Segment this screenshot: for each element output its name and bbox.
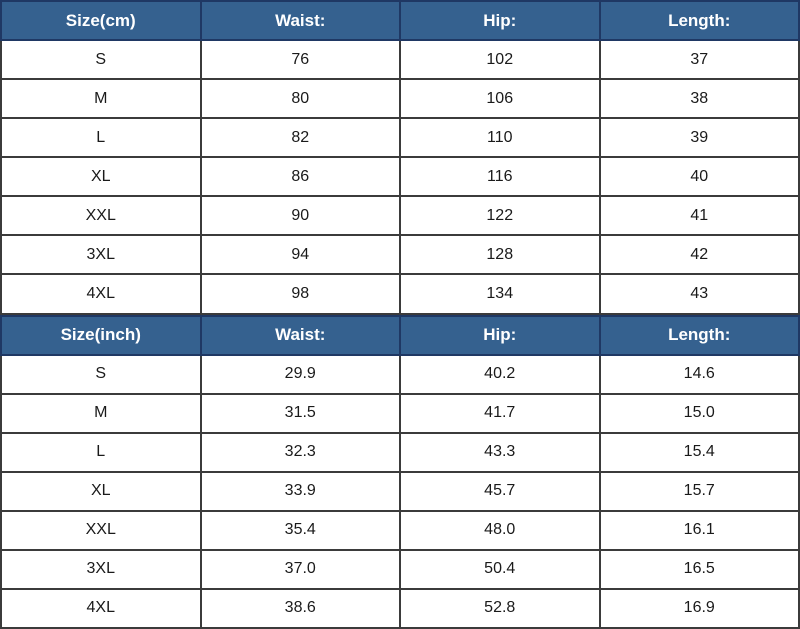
- table-row: S 76 102 37: [0, 39, 800, 81]
- size-label-cell: 3XL: [0, 548, 202, 590]
- value-cell: 43: [598, 273, 800, 315]
- header-cell: Length:: [598, 0, 800, 42]
- value-cell: 38.6: [199, 587, 401, 629]
- value-cell: 31.5: [199, 392, 401, 434]
- value-cell: 38: [598, 78, 800, 120]
- size-label-cell: M: [0, 78, 202, 120]
- value-cell: 16.9: [598, 587, 800, 629]
- table-row: 4XL 98 134 43: [0, 273, 800, 315]
- value-cell: 37.0: [199, 548, 401, 590]
- size-unit-header-cell: Size(inch): [0, 314, 202, 356]
- size-label-cell: 4XL: [0, 587, 202, 629]
- value-cell: 90: [199, 195, 401, 237]
- header-cell: Hip:: [399, 314, 601, 356]
- size-unit-header-cell: Size(cm): [0, 0, 202, 42]
- value-cell: 16.5: [598, 548, 800, 590]
- value-cell: 14.6: [598, 353, 800, 395]
- value-cell: 15.7: [598, 470, 800, 512]
- value-cell: 94: [199, 234, 401, 276]
- size-label-cell: 3XL: [0, 234, 202, 276]
- value-cell: 128: [399, 234, 601, 276]
- value-cell: 39: [598, 117, 800, 159]
- table-row: 3XL 37.0 50.4 16.5: [0, 548, 800, 590]
- value-cell: 116: [399, 156, 601, 198]
- value-cell: 43.3: [399, 431, 601, 473]
- value-cell: 37: [598, 39, 800, 81]
- table-row: 4XL 38.6 52.8 16.9: [0, 587, 800, 629]
- value-cell: 86: [199, 156, 401, 198]
- header-row: Size(inch) Waist: Hip: Length:: [0, 314, 800, 356]
- header-cell: Hip:: [399, 0, 601, 42]
- value-cell: 45.7: [399, 470, 601, 512]
- size-label-cell: 4XL: [0, 273, 202, 315]
- header-cell: Length:: [598, 314, 800, 356]
- value-cell: 16.1: [598, 509, 800, 551]
- value-cell: 98: [199, 273, 401, 315]
- value-cell: 76: [199, 39, 401, 81]
- table-row: S 29.9 40.2 14.6: [0, 353, 800, 395]
- table-row: XXL 35.4 48.0 16.1: [0, 509, 800, 551]
- value-cell: 40.2: [399, 353, 601, 395]
- value-cell: 33.9: [199, 470, 401, 512]
- size-label-cell: L: [0, 117, 202, 159]
- size-table-inch: Size(inch) Waist: Hip: Length: S 29.9 40.2 14.6…: [0, 314, 800, 629]
- table-row: M 80 106 38: [0, 78, 800, 120]
- value-cell: 82: [199, 117, 401, 159]
- value-cell: 110: [399, 117, 601, 159]
- value-cell: 35.4: [199, 509, 401, 551]
- size-label-cell: L: [0, 431, 202, 473]
- table-row: L 32.3 43.3 15.4: [0, 431, 800, 473]
- size-label-cell: XXL: [0, 195, 202, 237]
- size-label-cell: S: [0, 353, 202, 395]
- value-cell: 15.4: [598, 431, 800, 473]
- value-cell: 106: [399, 78, 601, 120]
- value-cell: 50.4: [399, 548, 601, 590]
- header-cell: Waist:: [199, 0, 401, 42]
- table-row: XL 86 116 40: [0, 156, 800, 198]
- value-cell: 40: [598, 156, 800, 198]
- value-cell: 52.8: [399, 587, 601, 629]
- size-label-cell: M: [0, 392, 202, 434]
- header-cell: Waist:: [199, 314, 401, 356]
- value-cell: 41: [598, 195, 800, 237]
- table-row: L 82 110 39: [0, 117, 800, 159]
- value-cell: 102: [399, 39, 601, 81]
- table-row: M 31.5 41.7 15.0: [0, 392, 800, 434]
- value-cell: 122: [399, 195, 601, 237]
- value-cell: 41.7: [399, 392, 601, 434]
- value-cell: 80: [199, 78, 401, 120]
- table-row: 3XL 94 128 42: [0, 234, 800, 276]
- size-label-cell: XL: [0, 470, 202, 512]
- size-label-cell: S: [0, 39, 202, 81]
- value-cell: 15.0: [598, 392, 800, 434]
- table-row: XL 33.9 45.7 15.7: [0, 470, 800, 512]
- value-cell: 32.3: [199, 431, 401, 473]
- table-row: XXL 90 122 41: [0, 195, 800, 237]
- value-cell: 29.9: [199, 353, 401, 395]
- value-cell: 48.0: [399, 509, 601, 551]
- value-cell: 42: [598, 234, 800, 276]
- value-cell: 134: [399, 273, 601, 315]
- size-table-cm: Size(cm) Waist: Hip: Length: S 76 102 37 M 80 106 3…: [0, 0, 800, 315]
- header-row: Size(cm) Waist: Hip: Length:: [0, 0, 800, 42]
- size-label-cell: XL: [0, 156, 202, 198]
- size-label-cell: XXL: [0, 509, 202, 551]
